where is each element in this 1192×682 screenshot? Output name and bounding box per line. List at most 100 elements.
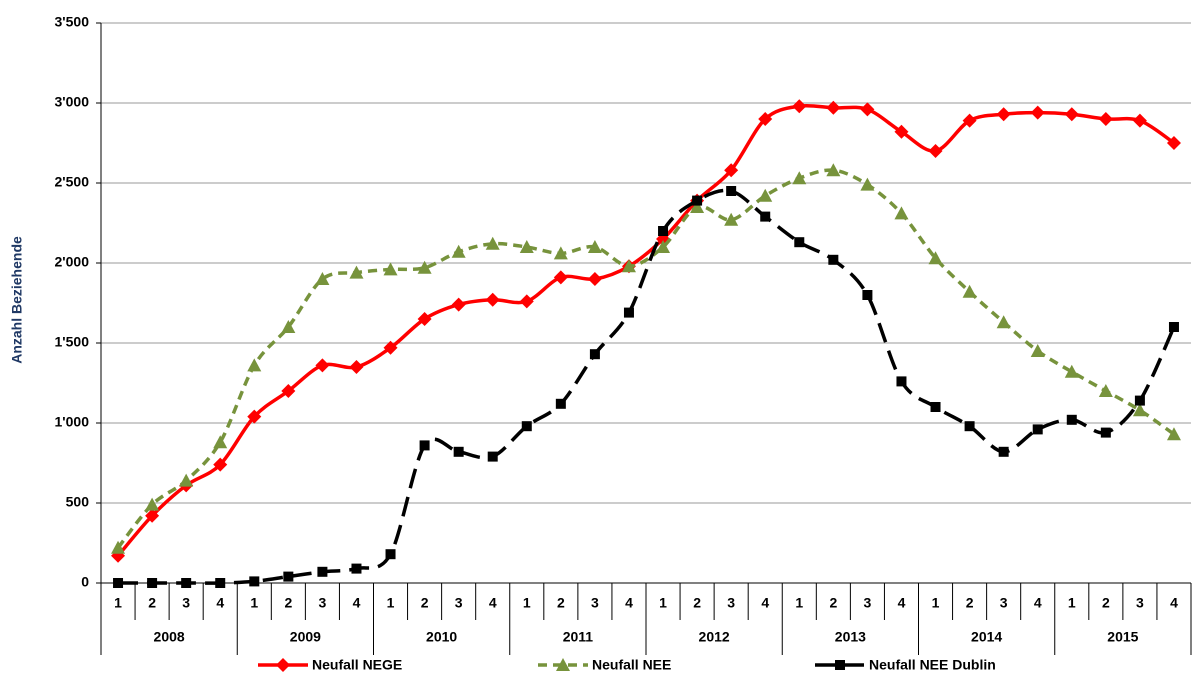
legend-label: Neufall NEE Dublin [869,657,996,673]
marker [760,211,771,222]
marker [964,421,975,432]
marker [213,457,228,472]
x-tick-label: 1 [932,595,940,611]
series-line [116,168,1175,549]
x-tick-label: 4 [1034,595,1042,611]
marker [281,384,296,398]
marker [385,549,396,560]
marker [213,435,228,449]
marker [417,312,432,326]
marker [862,290,873,300]
marker [283,571,294,582]
x-tick-label: 3 [319,595,327,611]
x-tick-label: 1 [250,595,258,611]
marker [453,446,464,457]
marker [928,144,943,158]
marker [113,578,124,588]
marker [451,297,466,312]
marker [792,99,807,114]
marker [724,212,739,226]
marker [1030,344,1045,357]
marker [894,124,909,139]
marker [1100,427,1111,438]
x-tick-label: 3 [182,595,190,611]
marker [726,186,737,196]
y-tick-label: 500 [66,494,90,510]
y-tick-label: 2'000 [55,254,90,270]
marker [658,226,669,236]
marker [894,206,909,220]
x-tick-label: 1 [387,595,395,611]
marker [1098,384,1113,397]
y-tick-label: 1'500 [55,334,90,350]
year-label: 2015 [1107,629,1138,645]
marker [758,188,773,202]
marker [1030,105,1045,120]
legend-label: Neufall NEGE [312,657,402,673]
marker [276,658,290,672]
marker [1132,403,1147,417]
y-tick-label: 3'000 [55,94,90,110]
marker [521,421,532,432]
marker [553,270,568,285]
marker [383,262,398,276]
marker [758,112,773,126]
marker [349,360,364,374]
marker [1066,414,1077,425]
marker [690,200,705,213]
y-tick-label: 0 [81,574,89,590]
x-tick-label: 3 [591,595,599,611]
marker [1064,364,1079,378]
year-label: 2008 [154,629,185,645]
marker [621,259,636,273]
x-tick-label: 2 [829,595,837,611]
marker [519,240,534,253]
y-tick-label: 1'000 [55,414,90,430]
legend-label: Neufall NEE [592,657,671,673]
marker [145,508,160,523]
marker [928,251,943,265]
x-tick-label: 2 [557,595,565,611]
marker [315,358,330,373]
marker [826,100,841,115]
marker [828,254,839,265]
x-tick-label: 4 [898,595,906,611]
marker [996,315,1011,329]
year-label: 2013 [835,629,866,645]
marker [317,566,328,577]
year-label: 2010 [426,629,457,645]
marker [519,294,534,309]
x-tick-label: 2 [693,595,701,611]
marker [179,473,194,487]
marker [860,102,875,117]
marker [1098,112,1113,126]
x-tick-label: 4 [353,595,361,611]
marker [451,244,466,258]
marker [351,563,362,574]
marker [147,578,158,588]
marker [1134,395,1145,406]
marker [1166,427,1181,441]
marker [962,284,977,298]
marker [553,246,568,260]
year-label: 2009 [290,629,321,645]
marker [419,440,430,451]
y-axis-label: Anzahl Beziehende [9,236,25,364]
x-tick-label: 4 [761,595,769,611]
marker [860,177,875,191]
year-label: 2012 [699,629,730,645]
marker [589,349,600,360]
x-tick-label: 2 [966,595,974,611]
marker [656,240,671,253]
marker [996,107,1011,122]
marker [555,398,566,409]
marker [247,358,262,372]
marker [794,237,805,248]
x-tick-label: 3 [455,595,463,611]
x-tick-label: 2 [148,595,156,611]
x-tick-label: 1 [114,595,122,611]
x-tick-label: 1 [659,595,667,611]
x-tick-label: 1 [523,595,531,611]
x-tick-label: 4 [216,595,224,611]
marker [181,578,192,588]
